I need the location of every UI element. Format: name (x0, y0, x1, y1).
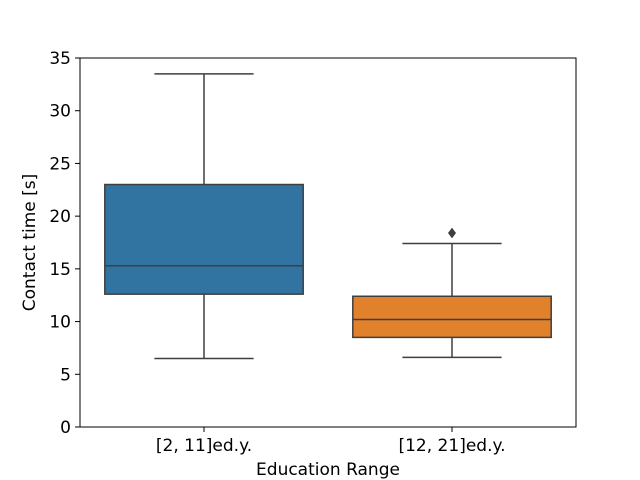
y-tick-label: 5 (60, 365, 71, 385)
y-tick-label: 10 (49, 313, 71, 333)
x-axis: [2, 11]ed.y. [12, 21]ed.y. (156, 427, 506, 456)
y-tick-label: 25 (49, 154, 71, 174)
outlier-point (448, 227, 456, 239)
y-tick-label: 35 (49, 49, 71, 69)
y-tick-label: 15 (49, 260, 71, 280)
y-axis: 0 5 10 15 20 25 30 35 (49, 49, 80, 438)
iqr-box (104, 183, 304, 295)
box-group (352, 227, 552, 359)
data-marks (104, 73, 552, 360)
y-axis-label: Contact time [s] (20, 174, 40, 311)
y-tick-label: 0 (60, 418, 71, 438)
iqr-box (352, 295, 552, 339)
x-tick-label: [12, 21]ed.y. (398, 436, 505, 456)
x-tick-label: [2, 11]ed.y. (156, 436, 252, 456)
y-tick-label: 20 (49, 207, 71, 227)
y-tick-label: 30 (49, 102, 71, 122)
x-axis-label: Education Range (256, 460, 400, 480)
box-group (104, 73, 304, 360)
